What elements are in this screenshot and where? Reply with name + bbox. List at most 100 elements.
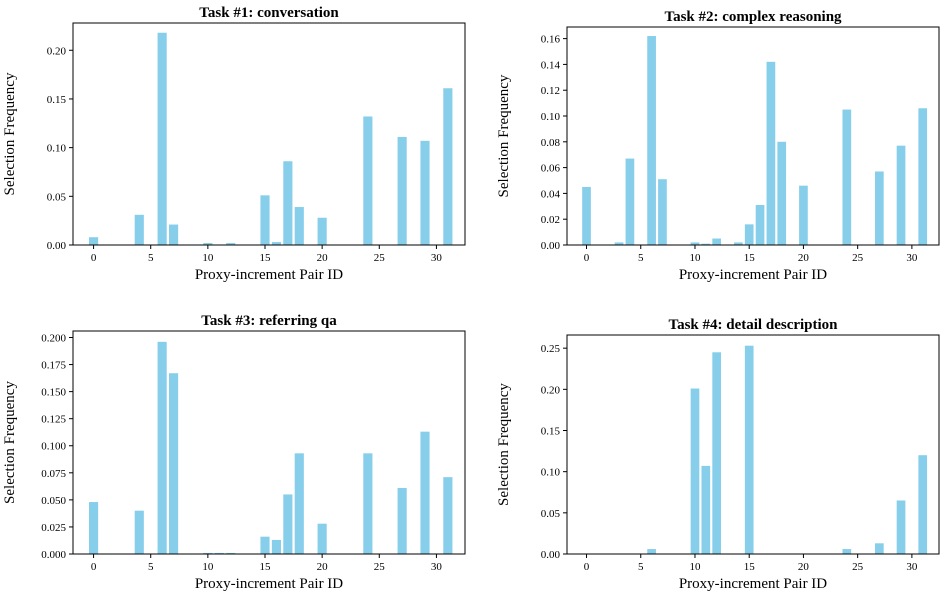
bar-29 <box>420 140 430 245</box>
bar-17 <box>283 161 293 245</box>
bar-29 <box>420 431 430 554</box>
bar-20 <box>799 185 808 245</box>
x-axis-label: Proxy-increment Pair ID <box>195 267 343 283</box>
bar-15 <box>260 536 270 554</box>
y-tick-label: 0.200 <box>41 332 66 344</box>
bar-20 <box>317 217 327 245</box>
y-tick-label: 0.15 <box>541 426 561 438</box>
x-tick-label: 20 <box>798 561 810 573</box>
bar-18 <box>294 207 304 245</box>
y-tick-label: 0.20 <box>47 45 67 57</box>
bar-16 <box>271 242 281 245</box>
bar-24 <box>842 549 852 554</box>
y-tick-label: 0.000 <box>41 549 66 561</box>
x-tick-label: 25 <box>374 252 386 264</box>
x-tick-label: 25 <box>852 252 864 264</box>
y-tick-label: 0.10 <box>541 111 561 123</box>
x-tick-label: 0 <box>91 561 97 573</box>
y-tick-label: 0.05 <box>541 508 561 520</box>
y-tick-label: 0.20 <box>541 384 561 396</box>
y-tick-label: 0.14 <box>541 59 561 71</box>
y-axis-label: Selection Frequency <box>2 381 18 504</box>
bar-18 <box>294 453 304 554</box>
y-tick-label: 0.25 <box>541 343 561 355</box>
bar-29 <box>896 500 906 554</box>
x-tick-label: 30 <box>431 252 443 264</box>
bar-7 <box>169 224 179 245</box>
bar-10 <box>203 552 213 554</box>
y-tick-label: 0.025 <box>41 522 66 534</box>
y-tick-label: 0.05 <box>47 191 67 203</box>
x-axis-label: Proxy-increment Pair ID <box>195 576 343 592</box>
plot-frame <box>566 334 940 555</box>
bar-6 <box>647 36 656 245</box>
y-tick-label: 0.10 <box>47 143 67 155</box>
y-tick-label: 0.125 <box>41 414 66 426</box>
bar-4 <box>134 214 144 245</box>
bar-10 <box>690 388 700 554</box>
y-tick-label: 0.150 <box>41 387 66 399</box>
chart-title: Task #4: detail description <box>668 317 838 333</box>
y-tick-label: 0.100 <box>41 441 66 453</box>
x-tick-label: 30 <box>431 561 443 573</box>
bar-11 <box>701 465 711 554</box>
chart-panel-4: Task #4: detail description 0 5 10 15 20 25 30 0… <box>496 317 940 592</box>
x-tick-label: 5 <box>638 252 644 264</box>
bar-18 <box>777 141 787 245</box>
plot-frame <box>566 26 940 246</box>
bar-27 <box>875 543 884 554</box>
y-tick-label: 0.02 <box>541 214 560 226</box>
x-tick-label: 25 <box>852 561 864 573</box>
bar-17 <box>766 61 776 245</box>
x-tick-label: 30 <box>906 252 918 264</box>
x-tick-label: 15 <box>260 561 272 573</box>
x-tick-label: 20 <box>798 252 810 264</box>
bar-24 <box>363 116 373 245</box>
bar-15 <box>260 195 270 245</box>
x-tick-label: 0 <box>91 252 97 264</box>
x-axis-label: Proxy-increment Pair ID <box>679 267 827 283</box>
bar-29 <box>896 145 906 245</box>
bar-24 <box>842 109 852 245</box>
bar-7 <box>169 373 179 554</box>
x-tick-label: 20 <box>317 252 329 264</box>
x-tick-label: 30 <box>906 561 918 573</box>
bar-16 <box>271 539 281 554</box>
bar-27 <box>875 171 884 245</box>
bar-10 <box>690 242 700 245</box>
y-tick-label: 0.175 <box>41 360 66 372</box>
bar-3 <box>614 242 624 245</box>
bar-4 <box>134 510 144 554</box>
bar-12 <box>712 238 722 245</box>
chart-panel-1: Task #1: conversation 0 5 10 15 20 25 30 0.00 0.0… <box>2 5 466 283</box>
y-tick-label: 0.06 <box>541 163 561 175</box>
y-tick-label: 0.04 <box>541 188 561 200</box>
bar-0 <box>89 502 99 554</box>
y-tick-label: 0.00 <box>541 240 561 252</box>
bar-11 <box>214 552 224 554</box>
bar-11 <box>701 243 711 245</box>
chart-title: Task #2: complex reasoning <box>664 9 842 25</box>
bar-31 <box>443 477 453 554</box>
bar-20 <box>317 523 327 554</box>
bar-31 <box>443 88 453 246</box>
bar-6 <box>157 32 167 245</box>
bar-0 <box>582 186 591 245</box>
y-tick-label: 0.075 <box>41 468 66 480</box>
x-tick-label: 15 <box>744 561 756 573</box>
x-tick-label: 10 <box>202 252 214 264</box>
bar-10 <box>203 243 213 245</box>
y-tick-label: 0.08 <box>541 137 561 149</box>
bar-31 <box>918 108 928 246</box>
plot-frame <box>72 22 466 246</box>
x-tick-label: 10 <box>689 252 701 264</box>
x-tick-label: 25 <box>374 561 386 573</box>
bar-27 <box>397 487 407 554</box>
x-tick-label: 5 <box>148 561 154 573</box>
x-tick-label: 10 <box>689 561 701 573</box>
y-tick-label: 0.16 <box>541 34 561 46</box>
bar-15 <box>744 345 754 554</box>
bar-12 <box>226 552 236 554</box>
bar-0 <box>89 237 99 245</box>
x-tick-label: 0 <box>584 252 590 264</box>
